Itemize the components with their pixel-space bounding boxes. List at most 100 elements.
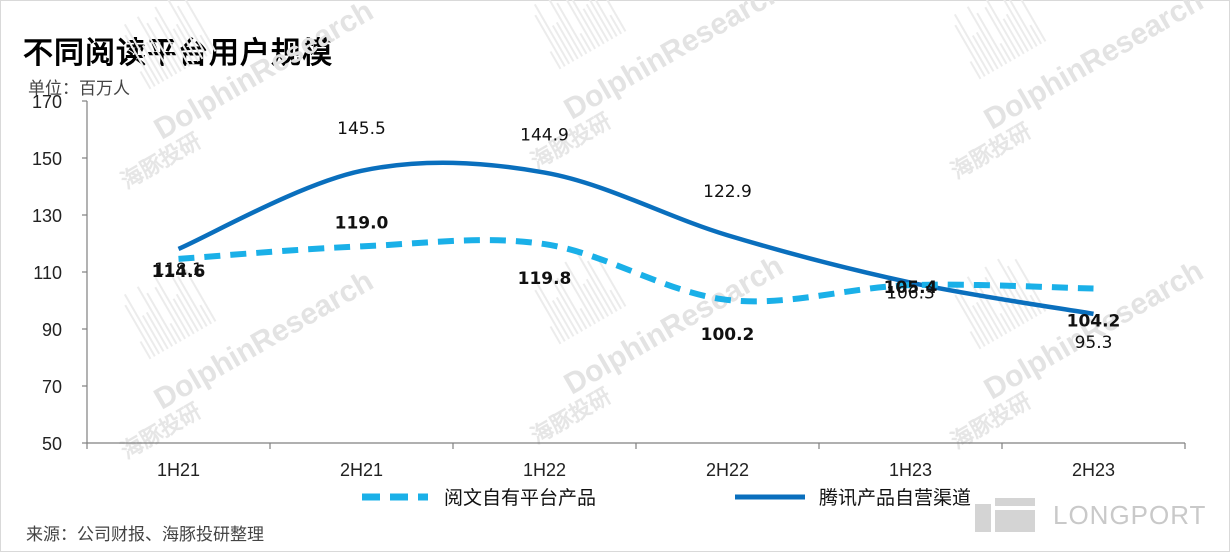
watermark-bar xyxy=(586,260,618,312)
legend-item-series-1: 阅文自有平台产品 xyxy=(360,483,596,510)
watermark-bar xyxy=(546,271,584,332)
watermark-bar xyxy=(154,16,187,70)
watermark-text-en: DolphinResearch xyxy=(979,0,1209,136)
watermark-bar xyxy=(585,278,610,317)
watermark-bar xyxy=(199,34,212,55)
y-tick-label: 110 xyxy=(33,263,62,283)
watermark-bar xyxy=(984,266,1021,327)
x-tick-label: 1H23 xyxy=(889,460,932,480)
watermark-bar xyxy=(124,34,156,87)
watermark-bar xyxy=(971,35,995,72)
watermark-bar xyxy=(169,322,182,342)
y-tick-label: 170 xyxy=(32,92,62,112)
longport-logo: LONGPORT xyxy=(975,498,1206,532)
watermark-bar xyxy=(172,28,195,65)
y-tick-label: 90 xyxy=(42,320,62,340)
watermark-bar xyxy=(585,3,610,42)
watermark-bar xyxy=(609,289,622,310)
legend-label-series-1: 阅文自有平台产品 xyxy=(444,487,597,509)
watermark-bar xyxy=(579,307,592,327)
watermark-bar xyxy=(564,0,601,47)
watermark-bar xyxy=(564,0,597,50)
watermark-bar xyxy=(1005,13,1030,52)
legend-swatch-dashed xyxy=(362,493,428,500)
data-label-series-1: 119.0 xyxy=(335,213,389,233)
watermark-bar xyxy=(609,14,622,35)
watermark-bar xyxy=(534,289,566,342)
x-tick-label: 2H22 xyxy=(706,460,749,480)
watermark-bar xyxy=(136,16,174,77)
watermark-bar xyxy=(975,31,999,70)
watermark-bar xyxy=(594,253,627,307)
watermark-bar xyxy=(175,293,200,332)
x-tick-label: 1H22 xyxy=(523,460,566,480)
watermark-bar xyxy=(969,331,982,350)
watermark-bar xyxy=(969,61,982,80)
legend-label-series-2: 腾讯产品自营渠道 xyxy=(819,487,972,509)
watermark-bar xyxy=(136,286,174,347)
watermark-bar xyxy=(139,341,152,360)
watermark-bar xyxy=(1006,0,1038,47)
watermark-bar xyxy=(141,45,165,82)
watermark-bar xyxy=(577,253,614,315)
data-label-series-2: 106.3 xyxy=(886,284,935,304)
unit-label: 单位：百万人 xyxy=(28,79,130,99)
legend-swatch-solid xyxy=(735,494,805,499)
watermark-bar xyxy=(976,12,1008,65)
watermark-bar xyxy=(154,286,187,340)
watermark-bar xyxy=(999,312,1012,332)
watermark-bar xyxy=(586,0,618,37)
watermark-bar xyxy=(145,311,169,350)
watermark-bar xyxy=(564,271,597,325)
data-label-series-1: 119.8 xyxy=(518,269,572,289)
logo-text: LONGPORT xyxy=(1053,499,1207,530)
watermark-text-en: DolphinResearch xyxy=(559,0,789,126)
watermark-bar xyxy=(984,276,1017,330)
legend-item-series-2: 腾讯产品自营渠道 xyxy=(735,483,971,510)
watermark-bar xyxy=(533,278,571,340)
watermark-bar xyxy=(551,25,575,62)
watermark-bar xyxy=(169,52,182,72)
watermark-bar xyxy=(966,276,1004,337)
watermark-bar xyxy=(966,6,1004,67)
watermark-bar xyxy=(533,3,571,65)
watermark-bar xyxy=(176,5,208,57)
watermark-bar xyxy=(549,326,562,345)
data-label-series-2: 122.9 xyxy=(703,182,752,202)
watermark-bar xyxy=(971,305,995,342)
watermark-bar xyxy=(176,275,208,327)
watermark-bar xyxy=(594,0,627,32)
watermark-bar xyxy=(984,0,1021,57)
watermark-bar xyxy=(1002,18,1025,55)
watermark-bar xyxy=(579,32,592,52)
watermark-bar xyxy=(997,0,1034,50)
data-label-series-1: 114.6 xyxy=(152,262,206,282)
watermark-bar xyxy=(123,23,161,85)
watermark-bar xyxy=(146,292,178,345)
x-tick-label: 2H21 xyxy=(340,460,383,480)
watermark-bar xyxy=(154,276,191,337)
watermark-bar xyxy=(556,277,588,330)
logo-mark-icon xyxy=(975,498,1035,532)
watermark-bar xyxy=(555,296,579,335)
watermark-bar xyxy=(577,0,614,40)
watermark-bar xyxy=(564,261,601,322)
watermark-bar xyxy=(953,283,991,345)
y-tick-label: 130 xyxy=(32,206,62,226)
watermark-bar xyxy=(954,24,986,77)
data-label-series-2: 95.3 xyxy=(1075,333,1113,353)
data-label-series-2: 144.9 xyxy=(520,126,569,146)
watermark-bar xyxy=(139,71,152,90)
watermark-bar xyxy=(975,301,999,340)
chart-axes: 170 150 130 110 90 70 50 1H21 2H21 1H22 2H22 1H23 2H… xyxy=(32,92,1186,480)
watermark-bar xyxy=(184,0,217,52)
source-note: 来源：公司财报、海豚投研整理 xyxy=(26,525,264,545)
watermark-bar xyxy=(954,294,986,347)
data-label-series-1: 104.2 xyxy=(1067,312,1121,332)
watermark-bar xyxy=(167,268,204,330)
data-labels-layer: 114.6 119.0 119.8 100.2 105.4 104.2 118.1 145.5… xyxy=(152,119,1121,353)
watermark-bar xyxy=(1029,24,1042,45)
